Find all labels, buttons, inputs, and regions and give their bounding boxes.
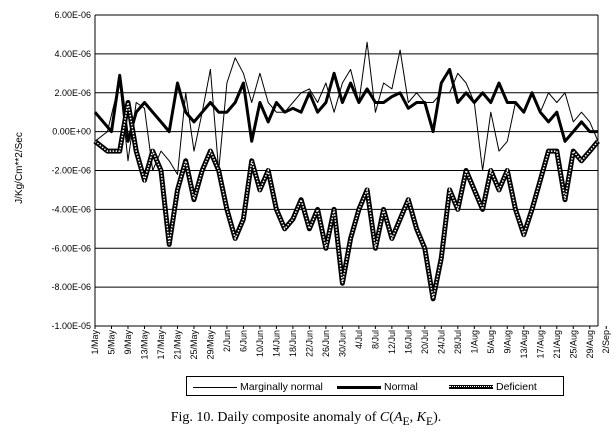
x-tick-label: 16/Jul [403,330,413,354]
caption-open: ( [389,410,394,425]
caption-sub-a: E [402,414,410,428]
x-tick-label: 20/Jul [420,330,430,354]
x-tick-label: 24/Jul [436,330,446,354]
legend-label-normal: Normal [384,381,418,393]
x-tick-label: 13/May [139,330,149,360]
x-tick-label: 21/May [172,330,182,360]
caption-sub-k: E [425,414,434,428]
legend-swatch-normal [337,385,381,389]
x-tick-label: 9/May [123,330,133,355]
legend: Marginally normal Normal Deficient [186,376,564,396]
legend-swatch-deficient-dots [449,386,493,388]
x-tick-label: 21/Aug [552,330,562,359]
x-tick-label: 17/May [156,330,166,360]
x-tick-label: 5/Aug [486,330,496,354]
caption-k: K [416,410,426,425]
y-tick-label: -4.00E-06 [51,204,91,214]
x-tick-label: 8/Jul [370,330,380,349]
x-tick-label: 2/Sep [601,330,611,354]
y-tick-label: -8.00E-06 [51,282,91,292]
x-tick-label: 13/Aug [519,330,529,359]
x-tick-label: 29/May [205,330,215,360]
caption-a: A [393,410,403,425]
legend-label-marginally-normal: Marginally normal [240,381,323,393]
x-tick-label: 6/Jun [238,330,248,352]
x-tick-label: 25/May [189,330,199,360]
x-tick-label: 29/Aug [585,330,595,359]
axes-layer: 6.00E-06 4.00E-06 2.00E-06 0.00E+00 -2.00E-0… [51,10,611,360]
legend-swatch-deficient [449,385,493,390]
series-line-normal [93,67,598,143]
legend-label-deficient: Deficient [496,381,537,393]
caption-close: ). [433,410,442,425]
y-tick-label: -6.00E-06 [51,243,91,253]
x-tick-label: 30/Jun [337,330,347,357]
caption-sep: , [409,410,417,425]
y-tick-label: 4.00E-06 [54,49,91,59]
x-tick-label: 4/Jul [354,330,364,349]
legend-swatch-marginally-normal [193,386,237,388]
x-tick-label: 28/Jul [453,330,463,354]
grid-layer [95,14,598,327]
y-tick-label: -1.00E-05 [51,321,91,331]
caption-prefix: Fig. 10. Daily composite anomaly of [170,410,380,425]
x-tick-label: 17/Aug [535,330,545,359]
y-tick-label: -2.00E-06 [51,166,91,176]
x-tick-label: 5/May [106,330,116,355]
y-tick-label: 0.00E+00 [52,127,91,137]
series-line-marginally-normal [94,41,599,175]
y-tick-label: 2.00E-06 [54,88,91,98]
figure-caption: Fig. 10. Daily composite anomaly of C(AE… [0,410,612,428]
legend-item-deficient: Deficient [449,380,537,394]
caption-func: C [379,410,390,425]
x-tick-label: 14/Jun [271,330,281,357]
x-tick-label: 22/Jun [304,330,314,357]
y-axis-label: J/Kg/Cm**2/Sec [14,132,25,204]
x-tick-label: 1/Aug [469,330,479,354]
x-tick-label: 2/Jun [222,330,232,352]
x-tick-label: 10/Jun [255,330,265,357]
legend-item-marginally-normal: Marginally normal [193,380,323,394]
series-layer [93,41,600,302]
x-tick-label: 9/Aug [502,330,512,354]
series-line-deficient-dots [94,102,599,299]
x-tick-label: 12/Jul [387,330,397,354]
legend-item-normal: Normal [337,380,418,394]
y-tick-label: 6.00E-06 [54,10,91,20]
x-tick-label: 25/Aug [568,330,578,359]
x-tick-label: 18/Jun [288,330,298,357]
x-tick-label: 1/May [90,330,100,355]
x-tick-label: 26/Jun [321,330,331,357]
